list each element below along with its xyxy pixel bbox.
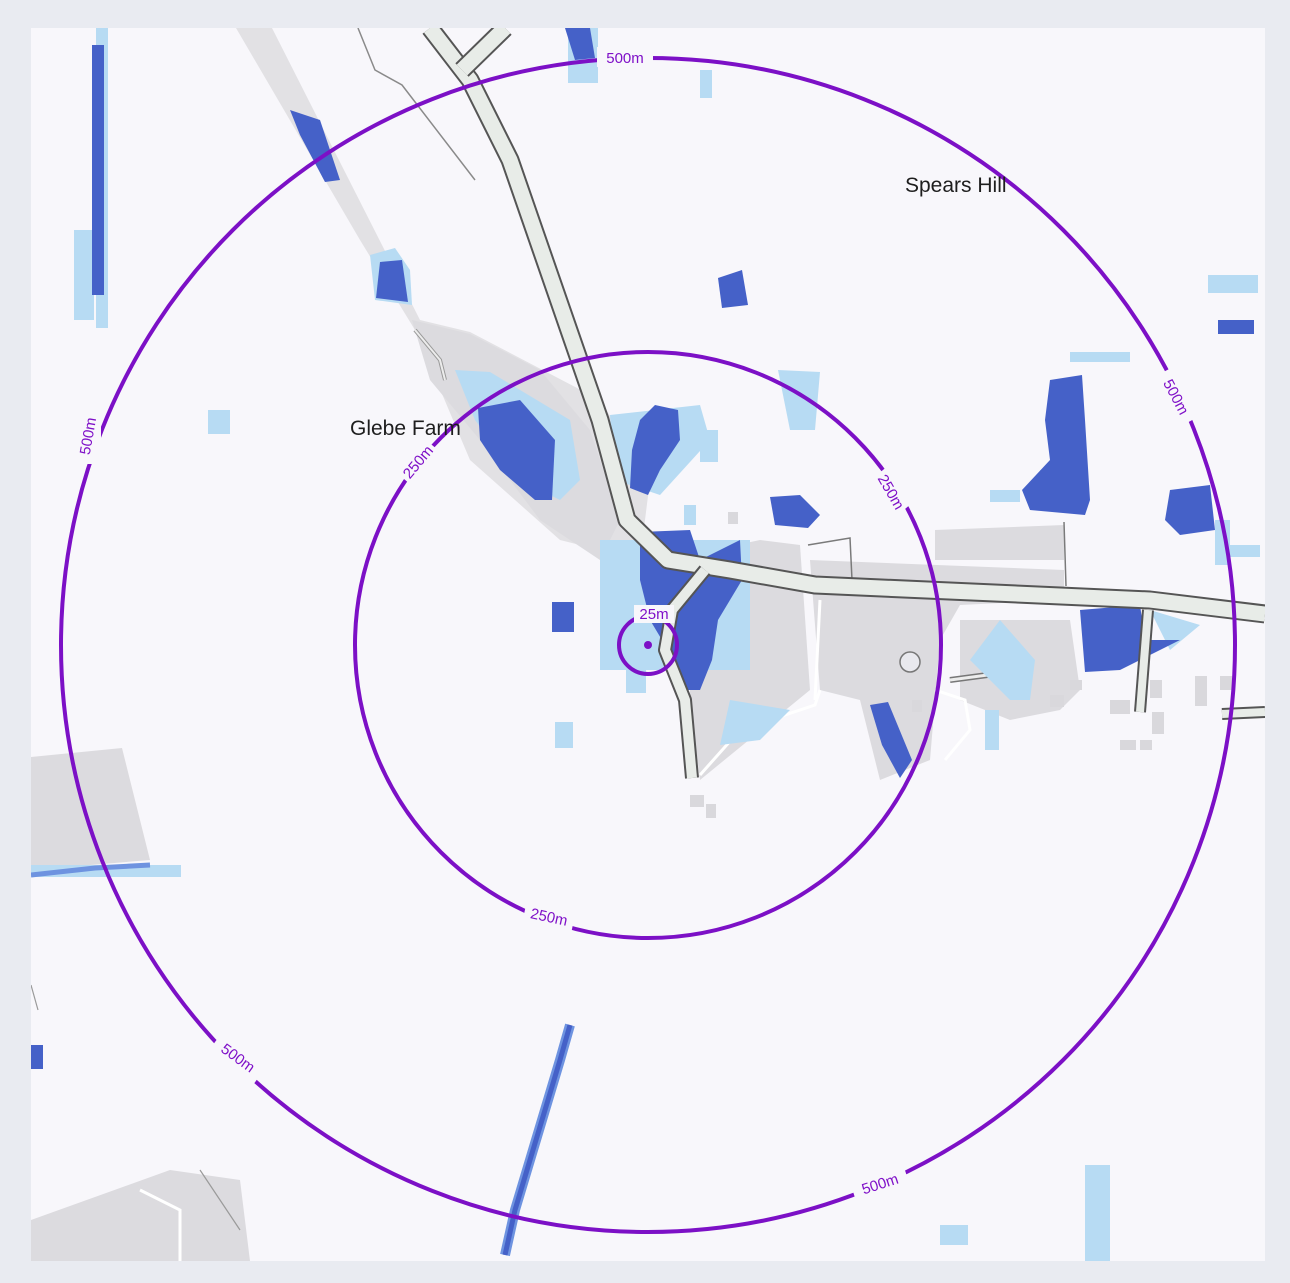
flood-risk-high (31, 28, 1254, 1069)
place-label-spears-hill: Spears Hill (905, 174, 1007, 197)
site-marker[interactable] (644, 641, 652, 649)
ring-label-500m-left: 500m (77, 416, 100, 456)
ring-label-250m-bottom: 250m (529, 905, 569, 929)
map-canvas[interactable]: 500m 500m 500m 500m 500m 250m 250m 250m … (31, 28, 1265, 1261)
ring-label-25m: 25m (639, 606, 668, 623)
place-label-glebe-farm: Glebe Farm (350, 417, 461, 440)
ring-middle-250m (353, 350, 943, 940)
small-buildings (690, 512, 1232, 818)
ring-label-500m-top: 500m (606, 50, 644, 67)
tracks (31, 28, 1067, 1261)
main-road (422, 28, 1265, 779)
ring-label-backgrounds (75, 47, 1202, 1204)
